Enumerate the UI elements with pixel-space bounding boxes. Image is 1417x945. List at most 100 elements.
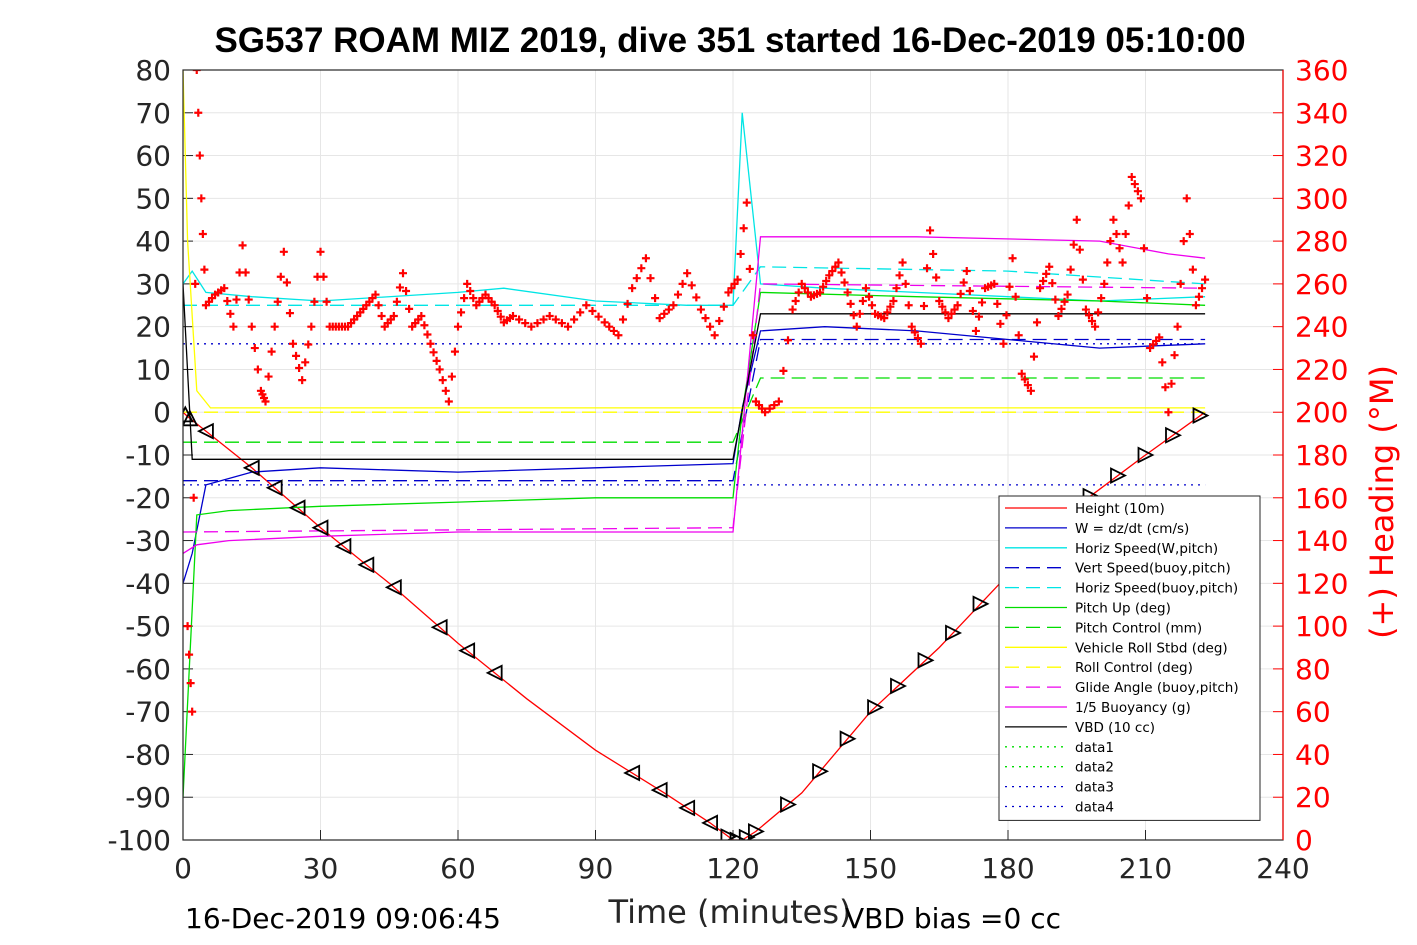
heading-point bbox=[916, 339, 925, 348]
marker-left-triangle bbox=[357, 556, 375, 574]
y-tick-label: 80 bbox=[135, 54, 171, 87]
heading-point bbox=[701, 314, 710, 323]
x-tick-label: 240 bbox=[1256, 852, 1309, 885]
footer-timestamp: 16-Dec-2019 09:06:45 bbox=[185, 902, 501, 935]
heading-point bbox=[1069, 240, 1078, 249]
heading-point bbox=[628, 284, 637, 293]
heading-point bbox=[974, 312, 983, 321]
heading-point bbox=[420, 321, 429, 330]
heading-point bbox=[1072, 215, 1081, 224]
heading-point bbox=[1136, 194, 1145, 203]
heading-point bbox=[429, 348, 438, 357]
heading-point bbox=[545, 311, 554, 320]
y-tick-label: 0 bbox=[153, 396, 171, 429]
heading-point bbox=[557, 319, 566, 328]
y2-tick-label: 240 bbox=[1295, 311, 1348, 344]
heading-point bbox=[898, 258, 907, 267]
heading-point bbox=[1029, 352, 1038, 361]
heading-point bbox=[944, 314, 953, 323]
x-tick-label: 60 bbox=[440, 852, 476, 885]
heading-point bbox=[641, 254, 650, 263]
heading-point bbox=[267, 347, 276, 356]
marker-left-triangle bbox=[288, 499, 306, 517]
y-tick-label: -80 bbox=[125, 738, 171, 771]
y2-tick-label: 120 bbox=[1295, 567, 1348, 600]
legend: Height (10m) W = dz/dt (cm/s) Horiz Speed(… bbox=[998, 495, 1261, 821]
y-tick-label: -50 bbox=[125, 610, 171, 643]
heading-point bbox=[226, 309, 235, 318]
heading-point bbox=[855, 309, 864, 318]
legend-entry: Vert Speed(buoy,pitch) bbox=[1075, 561, 1231, 577]
heading-point bbox=[880, 314, 889, 323]
heading-point bbox=[1002, 311, 1011, 320]
heading-point bbox=[1179, 237, 1188, 246]
heading-point bbox=[1078, 275, 1087, 284]
heading-point bbox=[904, 301, 913, 310]
heading-point bbox=[941, 308, 950, 317]
heading-point bbox=[828, 267, 837, 276]
x-tick-label: 150 bbox=[844, 852, 897, 885]
heading-point bbox=[779, 366, 788, 375]
heading-point bbox=[1127, 172, 1136, 181]
heading-point bbox=[527, 322, 536, 331]
heading-point bbox=[678, 279, 687, 288]
marker-left-triangle bbox=[701, 814, 718, 832]
heading-point bbox=[244, 295, 253, 304]
y-tick-label: 60 bbox=[135, 140, 171, 173]
heading-point bbox=[683, 269, 692, 278]
heading-point bbox=[727, 284, 736, 293]
heading-point bbox=[191, 279, 200, 288]
heading-point bbox=[784, 336, 792, 345]
marker-right-triangle bbox=[972, 595, 990, 613]
heading-point bbox=[1143, 294, 1152, 303]
heading-point bbox=[426, 339, 435, 348]
heading-point bbox=[438, 376, 447, 385]
x-tick-label: 210 bbox=[1119, 852, 1172, 885]
series-line-w-dz-dt-cm-s bbox=[183, 326, 1206, 584]
heading-point bbox=[292, 351, 301, 360]
right-axis-label: (+) Heading (°M) bbox=[1363, 365, 1401, 639]
heading-point bbox=[588, 306, 597, 315]
heading-point bbox=[496, 312, 505, 321]
heading-point bbox=[646, 274, 655, 283]
heading-point bbox=[282, 278, 291, 287]
heading-point bbox=[539, 315, 548, 324]
heading-point bbox=[993, 299, 1002, 308]
y2-tick-label: 100 bbox=[1295, 610, 1348, 643]
heading-point bbox=[395, 283, 404, 292]
heading-point bbox=[892, 284, 901, 293]
x-axis-label: Time (minutes) bbox=[608, 893, 852, 931]
heading-point bbox=[886, 302, 895, 311]
heading-point bbox=[1008, 254, 1017, 263]
heading-point bbox=[285, 309, 294, 318]
heading-point bbox=[295, 364, 304, 373]
heading-point bbox=[919, 301, 928, 310]
y-tick-label: 20 bbox=[135, 311, 171, 344]
heading-point bbox=[696, 305, 705, 314]
legend-entry: Roll Control (deg) bbox=[1075, 660, 1193, 676]
heading-point bbox=[788, 305, 797, 314]
y2-tick-label: 220 bbox=[1295, 353, 1348, 386]
heading-point bbox=[194, 108, 203, 117]
marker-left-triangle bbox=[678, 799, 696, 817]
heading-point bbox=[1173, 322, 1182, 331]
heading-point bbox=[374, 301, 383, 310]
heading-point bbox=[1103, 258, 1112, 267]
heading-point bbox=[490, 301, 499, 310]
heading-point bbox=[623, 299, 632, 308]
heading-point bbox=[298, 376, 307, 385]
marker-right-triangle bbox=[1110, 467, 1128, 484]
heading-point bbox=[632, 274, 641, 283]
heading-point bbox=[1042, 269, 1051, 278]
heading-point bbox=[996, 319, 1005, 328]
heading-point bbox=[794, 288, 803, 297]
marker-right-triangle bbox=[729, 831, 747, 840]
heading-point bbox=[800, 284, 809, 293]
heading-point bbox=[310, 297, 319, 306]
heading-point bbox=[938, 302, 947, 311]
heading-point bbox=[1075, 245, 1084, 254]
heading-point bbox=[959, 278, 968, 287]
heading-point bbox=[664, 305, 673, 314]
heading-point bbox=[304, 340, 313, 349]
y2-tick-label: 80 bbox=[1295, 653, 1331, 686]
